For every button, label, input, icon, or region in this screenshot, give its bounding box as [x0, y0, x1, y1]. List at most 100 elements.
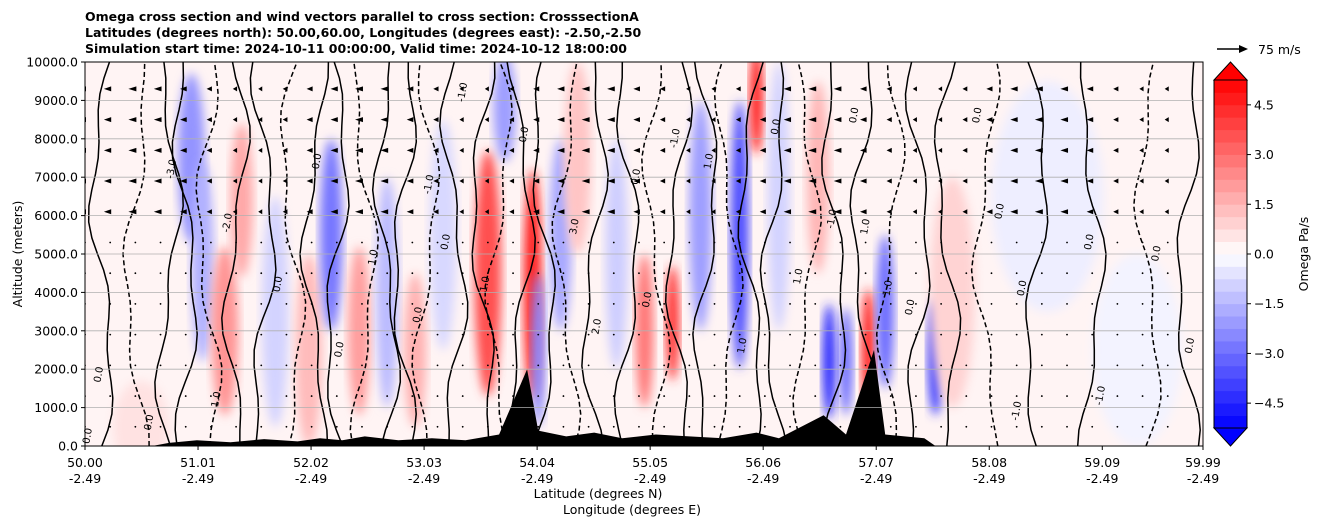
wind-vector-dot — [587, 303, 590, 305]
wind-vector-dot — [864, 333, 867, 336]
wind-vector-arrow — [433, 209, 439, 215]
colorbar-segment — [1214, 216, 1247, 230]
contour-label: 0.0 — [630, 168, 644, 186]
wind-vector-arrow — [783, 117, 792, 123]
wind-vector-dot — [1141, 241, 1144, 244]
wind-vector-dot — [839, 364, 842, 367]
wind-vector-arrow — [962, 147, 968, 153]
wind-vector-dot — [109, 364, 112, 367]
wind-vector-arrow — [128, 209, 137, 215]
wind-vector-arrow — [1086, 178, 1094, 184]
wind-vector-arrow — [860, 178, 867, 184]
wind-vector-arrow — [484, 86, 489, 92]
contour-label: 1.0 — [881, 279, 895, 297]
wind-vector-dot — [210, 333, 212, 336]
wind-vector-dot — [587, 395, 590, 397]
wind-vector-dot — [310, 395, 313, 397]
wind-vector-arrow — [986, 209, 993, 215]
wind-vector-arrow — [153, 209, 162, 215]
wind-vector-dot — [864, 303, 867, 305]
wind-vector-dot — [940, 241, 943, 244]
wind-vector-arrow — [1034, 147, 1043, 153]
wind-vector-arrow — [962, 209, 968, 215]
wind-vector-arrow — [833, 178, 842, 184]
wind-vector-dot — [1166, 333, 1169, 336]
wind-vector-arrow — [808, 178, 817, 184]
y-axis: 0.0 1000.0 2000.0 3000.0 4000.0 5000.0 6000.0 7… — [26, 55, 85, 454]
wind-vector-dot — [361, 333, 363, 336]
wind-vector-dot — [562, 272, 565, 275]
omega-blob — [767, 62, 791, 331]
colorbar-segment — [1214, 142, 1247, 155]
wind-vector-arrow — [557, 117, 565, 123]
wind-vector-dot — [486, 303, 489, 305]
contour-label: 0.0 — [1184, 337, 1198, 355]
wind-vector-arrow — [938, 209, 943, 215]
wind-vector-dot — [638, 241, 640, 244]
wind-vector-dot — [235, 272, 237, 275]
wind-vector-dot — [915, 395, 917, 397]
wind-vector-arrow — [103, 117, 112, 123]
contour-label: 1.0 — [479, 275, 493, 293]
wind-vector-dot — [512, 241, 514, 244]
wind-vector-arrow — [433, 86, 439, 92]
colorbar-segment — [1214, 365, 1247, 379]
contour-label: 0.0 — [848, 107, 862, 125]
y-tick-label: 1000.0 — [34, 400, 78, 415]
wind-vector-arrow — [533, 147, 540, 153]
wind-vector-dot — [512, 333, 514, 336]
wind-vector-dot — [789, 425, 791, 428]
wind-vector-dot — [738, 303, 741, 305]
wind-vector-dot — [1040, 241, 1043, 244]
wind-vector-arrow — [783, 86, 792, 92]
wind-vector-arrow — [783, 178, 792, 184]
wind-vector-dot — [1091, 395, 1094, 397]
wind-vector-arrow — [258, 209, 263, 215]
wind-vector-dot — [1141, 272, 1144, 275]
wind-vector-dot — [1015, 303, 1018, 305]
wind-vector-arrow — [306, 147, 313, 153]
wind-vector-dot — [335, 395, 338, 397]
wind-vector-dot — [990, 241, 993, 244]
wind-vector-arrow — [330, 86, 338, 92]
wind-vector-dot — [537, 333, 540, 336]
wind-vector-dot — [335, 272, 338, 275]
wind-vector-arrow — [355, 117, 363, 123]
wind-vector-arrow — [735, 209, 741, 215]
wind-vector-dot — [889, 425, 892, 428]
wind-vector-dot — [285, 395, 288, 397]
wind-vector-dot — [285, 303, 288, 305]
omega-blob — [730, 100, 749, 370]
wind-vector-arrow — [406, 178, 414, 184]
colorbar-tick-label: −3.0 — [1254, 346, 1284, 361]
wind-vector-arrow — [433, 178, 439, 184]
wind-vector-dot — [436, 333, 439, 336]
wind-vector-dot — [512, 395, 514, 397]
vector-key-arrow-head — [1239, 45, 1248, 53]
wind-vector-arrow — [1139, 209, 1144, 215]
wind-vector-arrow — [1086, 209, 1094, 215]
wind-vector-dot — [839, 303, 842, 305]
contour-label: 0.0 — [518, 126, 532, 144]
contour-label: 0.0 — [411, 306, 425, 324]
x-tick-label-lon: -2.49 — [1187, 471, 1219, 486]
wind-vector-dot — [411, 272, 414, 275]
wind-vector-dot — [436, 303, 439, 305]
wind-vector-dot — [159, 364, 162, 367]
wind-vector-dot — [713, 333, 716, 336]
wind-vector-dot — [386, 364, 389, 367]
wind-vector-arrow — [380, 117, 389, 123]
x-tick-label-lon: -2.49 — [69, 471, 101, 486]
wind-vector-arrow — [232, 117, 238, 123]
wind-vectors — [85, 86, 1169, 428]
wind-vector-dot — [1116, 333, 1119, 336]
contour-label: 0.0 — [311, 153, 325, 171]
wind-vector-arrow — [355, 178, 363, 184]
wind-vector-arrow — [1034, 117, 1043, 123]
wind-vector-arrow — [986, 117, 993, 123]
wind-vector-arrow — [808, 147, 817, 153]
wind-vector-arrow — [686, 209, 691, 215]
wind-vector-arrow — [1139, 178, 1144, 184]
wind-vector-dot — [386, 395, 389, 397]
wind-vector-dot — [814, 272, 817, 275]
